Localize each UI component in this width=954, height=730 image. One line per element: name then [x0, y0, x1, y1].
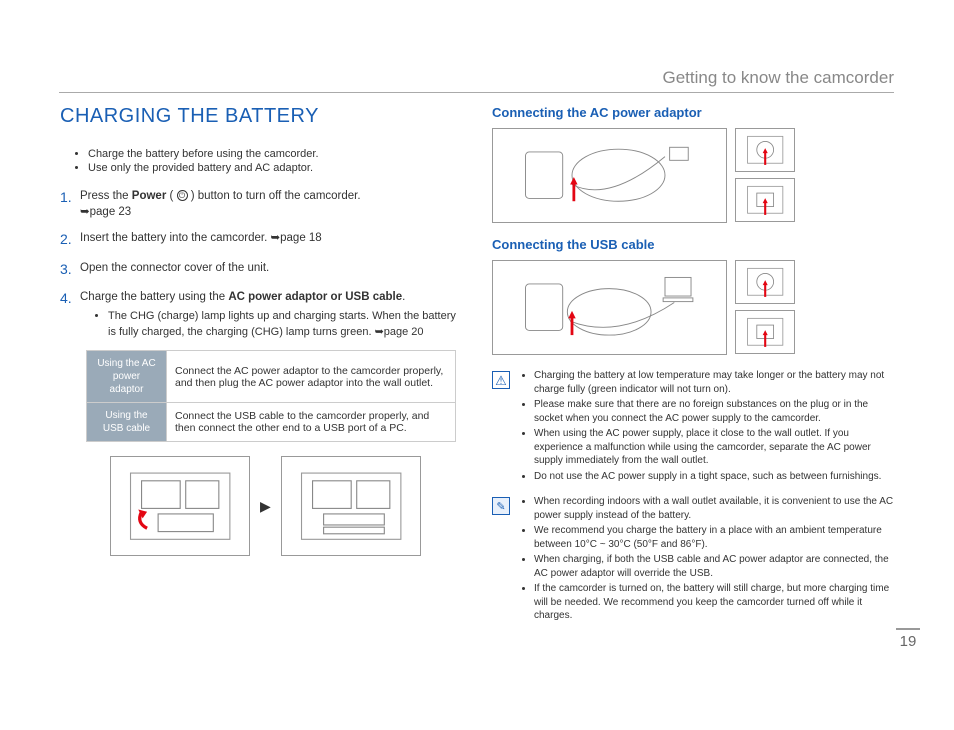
note-item: Please make sure that there are no forei…	[534, 398, 894, 425]
ac-diagram	[492, 128, 894, 223]
subsection-usb: Connecting the USB cable	[492, 237, 894, 252]
diagram-ac-detail-2	[735, 178, 795, 222]
note-item: Do not use the AC power supply in a tigh…	[534, 470, 894, 484]
step-bold: AC power adaptor or USB cable	[228, 291, 402, 303]
warning-icon	[492, 371, 510, 389]
step-text: Open the connector cover of the unit.	[80, 260, 462, 280]
cover-diagram: ▶	[110, 456, 462, 556]
step-bold: Power	[132, 190, 167, 202]
note-item: When recording indoors with a wall outle…	[534, 495, 894, 522]
note-item: When using the AC power supply, place it…	[534, 427, 894, 468]
step-number: 2.	[60, 230, 74, 250]
page-ref: ➥page 20	[375, 326, 424, 338]
connection-table: Using the AC power adaptor Connect the A…	[86, 350, 456, 442]
section-header: Getting to know the camcorder	[59, 68, 894, 93]
diagram-cover-closed	[110, 456, 250, 556]
power-icon: ⏻	[177, 190, 188, 201]
page-number: 19	[896, 628, 920, 650]
step-2: 2. Insert the battery into the camcorder…	[60, 230, 462, 250]
intro-item: Charge the battery before using the camc…	[88, 148, 462, 160]
left-column: CHARGING THE BATTERY Charge the battery …	[60, 50, 462, 635]
step-3: 3. Open the connector cover of the unit.	[60, 260, 462, 280]
step-text: Charge the battery using the	[80, 291, 228, 303]
diagram-ac-main	[492, 128, 727, 223]
note-item: If the camcorder is turned on, the batte…	[534, 582, 894, 623]
right-column: Connecting the AC power adaptor	[492, 50, 894, 635]
warning-block: Charging the battery at low temperature …	[492, 369, 894, 485]
table-row: Using the AC power adaptor Connect the A…	[87, 351, 456, 403]
step-number: 1.	[60, 188, 74, 220]
note-item: When charging, if both the USB cable and…	[534, 553, 894, 580]
diagram-usb-detail-1	[735, 260, 795, 304]
table-header-cell: Using the AC power adaptor	[87, 351, 167, 403]
note-item: Charging the battery at low temperature …	[534, 369, 894, 396]
info-block: When recording indoors with a wall outle…	[492, 495, 894, 625]
step-text: ) button to turn off the camcorder.	[188, 190, 361, 202]
step-text: Insert the battery into the camcorder.	[80, 232, 271, 244]
diagram-usb-main	[492, 260, 727, 355]
step-1: 1. Press the Power ( ⏻ ) button to turn …	[60, 188, 462, 220]
note-item: We recommend you charge the battery in a…	[534, 524, 894, 551]
table-cell: Connect the AC power adaptor to the camc…	[167, 351, 456, 403]
info-icon	[492, 497, 510, 515]
arrow-icon: ▶	[260, 498, 271, 515]
step-sub: The CHG (charge) lamp lights up and char…	[108, 309, 462, 340]
page-ref: ➥page 18	[271, 232, 322, 244]
step-text: .	[402, 291, 405, 303]
diagram-cover-open	[281, 456, 421, 556]
page-ref: ➥page 23	[80, 206, 131, 218]
table-cell: Connect the USB cable to the camcorder p…	[167, 403, 456, 442]
step-text: Press the	[80, 190, 132, 202]
page-title: CHARGING THE BATTERY	[60, 105, 462, 128]
usb-diagram	[492, 260, 894, 355]
table-header-cell: Using the USB cable	[87, 403, 167, 442]
intro-list: Charge the battery before using the camc…	[60, 148, 462, 174]
step-4: 4. Charge the battery using the AC power…	[60, 289, 462, 340]
diagram-usb-detail-2	[735, 310, 795, 354]
step-text: (	[166, 190, 176, 202]
step-number: 3.	[60, 260, 74, 280]
step-number: 4.	[60, 289, 74, 340]
intro-item: Use only the provided battery and AC ada…	[88, 162, 462, 174]
table-row: Using the USB cable Connect the USB cabl…	[87, 403, 456, 442]
diagram-ac-detail-1	[735, 128, 795, 172]
subsection-ac: Connecting the AC power adaptor	[492, 105, 894, 120]
